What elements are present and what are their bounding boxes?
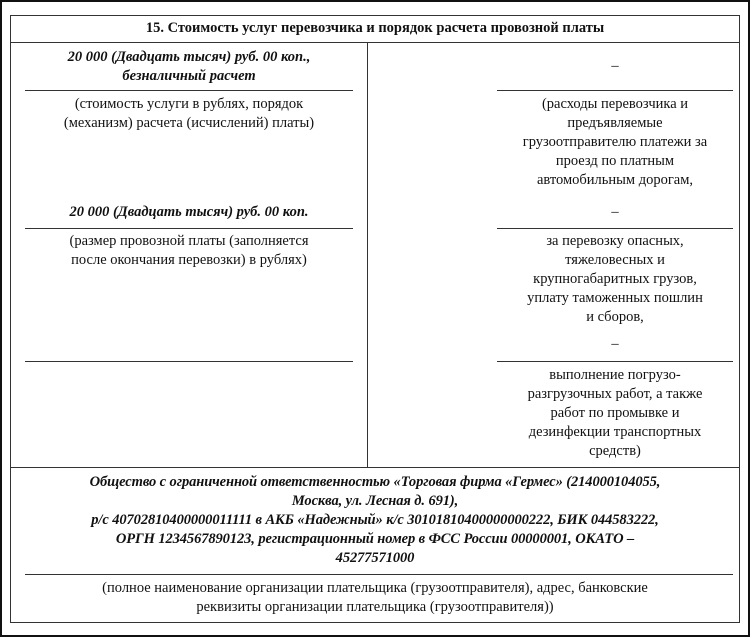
line: ОРГН 1234567890123, регистрационный номе…: [115, 531, 635, 547]
line: реквизиты организации плательщика (грузо…: [196, 599, 554, 615]
line: Москва, ул. Лесная д. 691),: [291, 493, 459, 509]
line: дезинфекции транспортных: [528, 424, 702, 440]
line: (расходы перевозчика и: [541, 96, 689, 112]
hazard-caption: за перевозку опасных, тяжеловесных и кру…: [497, 232, 733, 327]
toll-value: –: [611, 58, 619, 74]
line: и сборов,: [586, 309, 644, 325]
line: безналичный расчет: [122, 68, 256, 84]
line: (полное наименование организации платель…: [102, 580, 648, 596]
toll-caption: (расходы перевозчика и предъявляемые гру…: [497, 95, 733, 190]
section-title: 15. Стоимость услуг перевозчика и порядо…: [145, 20, 605, 36]
line: тяжеловесных и: [565, 252, 665, 268]
freight-fee-value: 20 000 (Двадцать тысяч) руб. 00 коп.: [69, 204, 309, 220]
line: (стоимость услуги в рублях, порядок: [74, 96, 304, 112]
line: крупногабаритных грузов,: [533, 271, 697, 287]
line: р/с 40702810400000011111 в АКБ «Надежный…: [91, 512, 659, 528]
underline: [25, 228, 353, 229]
line: средств): [589, 443, 641, 459]
line: (механизм) расчета (исчислений) платы): [63, 115, 315, 131]
line: грузоотправителю платежи за: [522, 134, 708, 150]
line: проезд по платным: [555, 153, 675, 169]
loading-value: –: [611, 336, 619, 352]
divider: [10, 467, 740, 468]
underline: [497, 90, 733, 91]
line: предъявляемые: [567, 115, 663, 131]
line: за перевозку опасных,: [546, 233, 684, 249]
line: автомобильным дорогам,: [536, 172, 694, 188]
column-divider: [367, 42, 368, 467]
divider: [10, 42, 740, 43]
line: разгрузочных работ, а также: [527, 386, 703, 402]
line: выполнение погрузо-: [549, 367, 681, 383]
underline: [25, 361, 353, 362]
line: 45277571000: [335, 550, 415, 566]
hazard-value: –: [611, 204, 619, 220]
payer-caption: (полное наименование организации платель…: [12, 579, 738, 617]
underline: [25, 90, 353, 91]
payer-value: Общество с ограниченной ответственностью…: [12, 473, 738, 568]
line: Общество с ограниченной ответственностью…: [89, 474, 661, 490]
loading-caption: выполнение погрузо- разгрузочных работ, …: [497, 366, 733, 461]
section-table: [10, 15, 740, 623]
underline: [497, 228, 733, 229]
underline: [497, 361, 733, 362]
line: после окончания перевозки) в рублях): [71, 252, 307, 268]
service-cost-caption: (стоимость услуги в рублях, порядок (мех…: [25, 95, 353, 133]
line: 20 000 (Двадцать тысяч) руб. 00 коп.,: [67, 49, 311, 65]
line: работ по промывке и: [550, 405, 680, 421]
line: (размер провозной платы (заполняется: [69, 233, 309, 249]
underline: [25, 574, 733, 575]
service-cost-value: 20 000 (Двадцать тысяч) руб. 00 коп., бе…: [25, 48, 353, 86]
freight-fee-caption: (размер провозной платы (заполняется пос…: [25, 232, 353, 270]
line: уплату таможенных пошлин: [527, 290, 703, 306]
